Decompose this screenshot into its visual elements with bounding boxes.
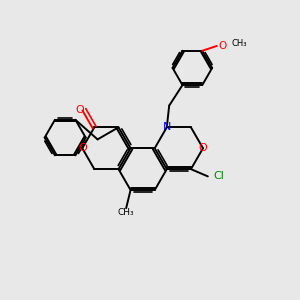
Text: N: N	[163, 122, 171, 132]
Text: CH₃: CH₃	[232, 38, 247, 47]
Text: Cl: Cl	[214, 171, 225, 182]
Text: CH₃: CH₃	[118, 208, 134, 217]
Text: O: O	[199, 143, 207, 153]
Text: O: O	[75, 104, 84, 115]
Text: O: O	[78, 143, 87, 153]
Text: O: O	[218, 41, 226, 51]
